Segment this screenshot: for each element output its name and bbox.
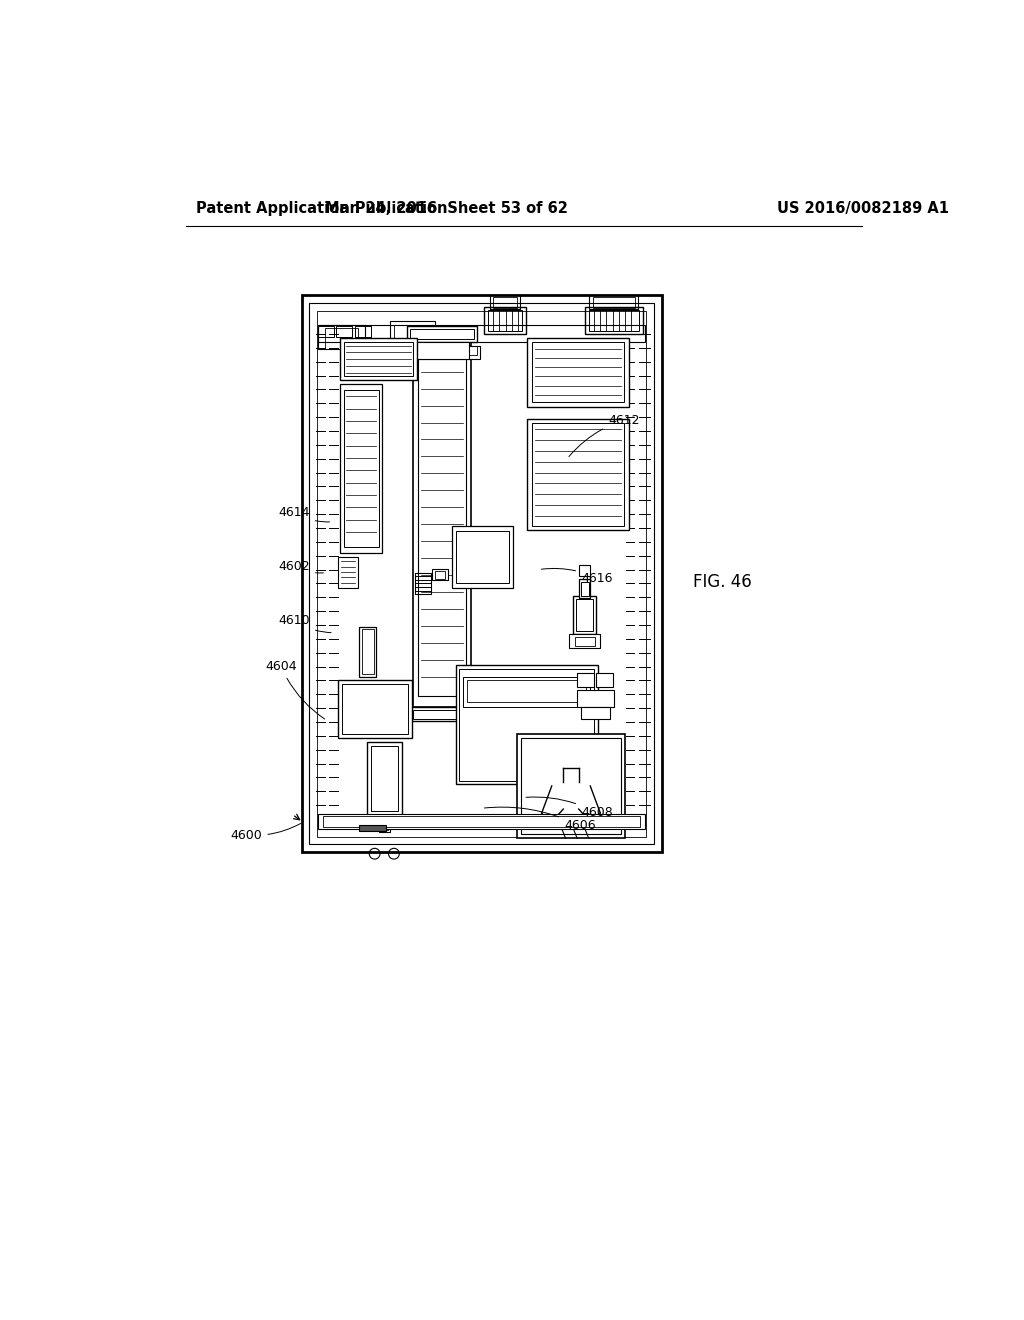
Bar bbox=[394, 325, 431, 350]
Bar bbox=[410, 708, 475, 721]
Bar bbox=[355, 326, 371, 337]
Bar bbox=[487, 310, 522, 331]
Bar bbox=[569, 635, 600, 648]
Bar bbox=[467, 681, 587, 702]
Bar bbox=[407, 326, 477, 342]
Bar bbox=[309, 304, 654, 845]
Text: FIG. 46: FIG. 46 bbox=[692, 573, 752, 591]
Bar bbox=[340, 338, 417, 380]
Bar bbox=[581, 708, 610, 719]
Bar bbox=[590, 296, 638, 309]
Bar bbox=[323, 816, 640, 826]
Bar bbox=[581, 582, 589, 595]
Bar bbox=[407, 346, 477, 355]
Bar bbox=[316, 312, 646, 837]
Text: 4600: 4600 bbox=[230, 824, 301, 842]
Bar bbox=[452, 527, 513, 589]
Bar bbox=[336, 326, 351, 337]
Bar bbox=[344, 342, 413, 376]
Bar bbox=[494, 297, 517, 308]
Bar bbox=[577, 599, 593, 631]
Bar bbox=[361, 628, 374, 675]
Bar bbox=[381, 817, 388, 830]
Text: 4614: 4614 bbox=[279, 506, 330, 521]
Bar bbox=[318, 325, 645, 342]
Bar bbox=[339, 557, 357, 589]
Bar bbox=[573, 595, 596, 635]
Bar bbox=[490, 296, 520, 309]
Bar bbox=[593, 297, 635, 308]
Bar bbox=[413, 338, 471, 708]
Bar bbox=[403, 346, 480, 359]
Bar bbox=[517, 734, 625, 838]
Text: 4608: 4608 bbox=[526, 797, 612, 820]
Text: US 2016/0082189 A1: US 2016/0082189 A1 bbox=[777, 201, 949, 216]
Bar bbox=[418, 350, 466, 696]
Bar bbox=[521, 738, 621, 834]
Bar bbox=[359, 627, 376, 677]
Bar bbox=[367, 742, 401, 816]
Text: Mar. 24, 2016  Sheet 53 of 62: Mar. 24, 2016 Sheet 53 of 62 bbox=[325, 201, 567, 216]
Bar bbox=[484, 308, 526, 334]
Bar bbox=[390, 321, 435, 350]
Bar bbox=[578, 689, 614, 706]
Bar bbox=[415, 342, 469, 359]
Bar bbox=[574, 636, 595, 645]
Text: 4604: 4604 bbox=[265, 660, 325, 719]
Bar bbox=[413, 710, 471, 719]
Bar bbox=[410, 329, 474, 339]
Bar bbox=[432, 569, 447, 581]
Bar bbox=[339, 681, 412, 738]
Bar bbox=[596, 673, 613, 686]
Bar bbox=[527, 338, 629, 407]
Text: 4610: 4610 bbox=[279, 614, 331, 632]
Bar bbox=[301, 296, 662, 853]
Bar bbox=[578, 673, 594, 686]
Bar bbox=[435, 572, 445, 579]
Bar bbox=[580, 565, 590, 576]
Bar bbox=[340, 384, 382, 553]
Bar bbox=[531, 424, 625, 525]
Bar bbox=[318, 326, 334, 337]
Bar bbox=[416, 573, 431, 594]
Bar bbox=[318, 325, 365, 350]
Bar bbox=[531, 342, 625, 403]
Bar bbox=[456, 665, 598, 784]
Bar bbox=[379, 816, 390, 832]
Bar bbox=[585, 308, 643, 334]
Text: 4612: 4612 bbox=[569, 413, 639, 457]
Bar bbox=[371, 746, 397, 812]
Bar bbox=[342, 684, 408, 734]
Text: 4602: 4602 bbox=[279, 560, 324, 573]
Text: 4606: 4606 bbox=[484, 807, 596, 833]
Bar bbox=[580, 579, 590, 598]
Text: 4616: 4616 bbox=[542, 569, 612, 585]
Bar bbox=[457, 531, 509, 583]
Text: Patent Application Publication: Patent Application Publication bbox=[196, 201, 447, 216]
Bar bbox=[318, 813, 645, 829]
Bar bbox=[359, 825, 386, 832]
Bar bbox=[325, 327, 358, 350]
Bar bbox=[527, 418, 629, 531]
Bar bbox=[463, 677, 590, 708]
Bar bbox=[344, 391, 379, 548]
Bar bbox=[589, 310, 639, 331]
Bar bbox=[460, 669, 594, 780]
